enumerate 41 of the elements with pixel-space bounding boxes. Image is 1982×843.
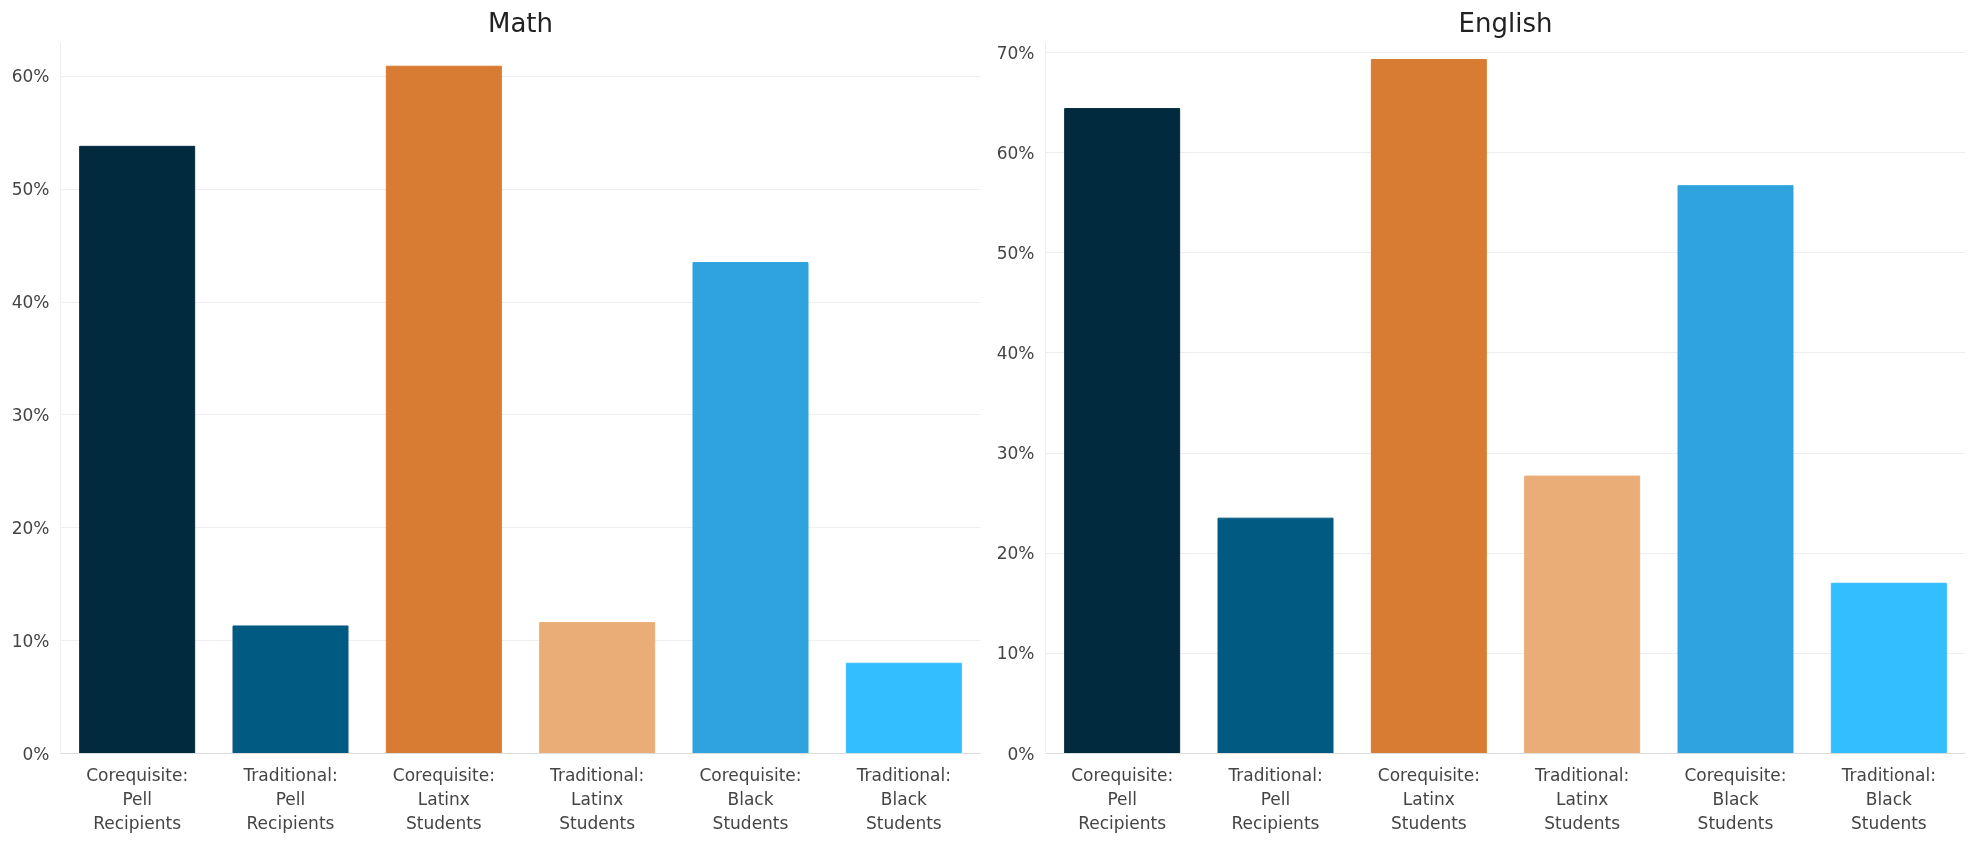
y-tick-label: 70% <box>996 42 1035 63</box>
bar <box>1524 475 1641 754</box>
y-tick-label: 40% <box>996 342 1035 363</box>
chart-title: English <box>1458 7 1553 38</box>
bar <box>1217 517 1334 754</box>
x-tick-label: Corequisite: Pell Recipients <box>1071 764 1174 833</box>
bar <box>232 625 349 754</box>
x-tick-label: Corequisite: Pell Recipients <box>86 764 189 833</box>
x-tick-label: Corequisite: Latinx Students <box>392 764 495 833</box>
x-tick-label: Traditional: Black Students <box>855 764 951 833</box>
bar <box>1677 185 1794 754</box>
y-tick-label: 50% <box>996 242 1035 263</box>
x-tick-label: Corequisite: Latinx Students <box>1377 764 1480 833</box>
x-tick-label: Traditional: Latinx Students <box>549 764 645 833</box>
x-tick-label: Corequisite: Black Students <box>1684 764 1787 833</box>
y-tick-label: 40% <box>11 292 50 313</box>
x-tick-label: Traditional: Black Students <box>1840 764 1936 833</box>
y-tick-label: 20% <box>11 517 50 538</box>
x-tick-label: Traditional: Latinx Students <box>1534 764 1630 833</box>
bar <box>1064 108 1181 754</box>
y-tick-label: 60% <box>11 66 50 87</box>
bar <box>692 262 809 754</box>
y-tick-label: 10% <box>996 643 1035 664</box>
y-tick-label: 10% <box>11 630 50 651</box>
bar <box>1830 582 1947 754</box>
bar <box>1370 59 1487 754</box>
x-tick-label: Traditional: Pell Recipients <box>242 764 338 833</box>
y-tick-label: 20% <box>996 543 1035 564</box>
chart-title: Math <box>487 7 554 38</box>
y-tick-label: 0% <box>22 743 50 764</box>
y-tick-label: 50% <box>11 179 50 200</box>
x-tick-label: Traditional: Pell Recipients <box>1227 764 1323 833</box>
y-tick-label: 30% <box>996 443 1035 464</box>
y-tick-label: 0% <box>1007 743 1035 764</box>
bar <box>845 662 962 754</box>
y-tick-label: 30% <box>11 404 50 425</box>
x-tick-label: Corequisite: Black Students <box>699 764 802 833</box>
y-tick-label: 60% <box>996 142 1035 163</box>
bar <box>539 622 656 754</box>
bar <box>385 65 502 754</box>
bar <box>79 145 196 754</box>
